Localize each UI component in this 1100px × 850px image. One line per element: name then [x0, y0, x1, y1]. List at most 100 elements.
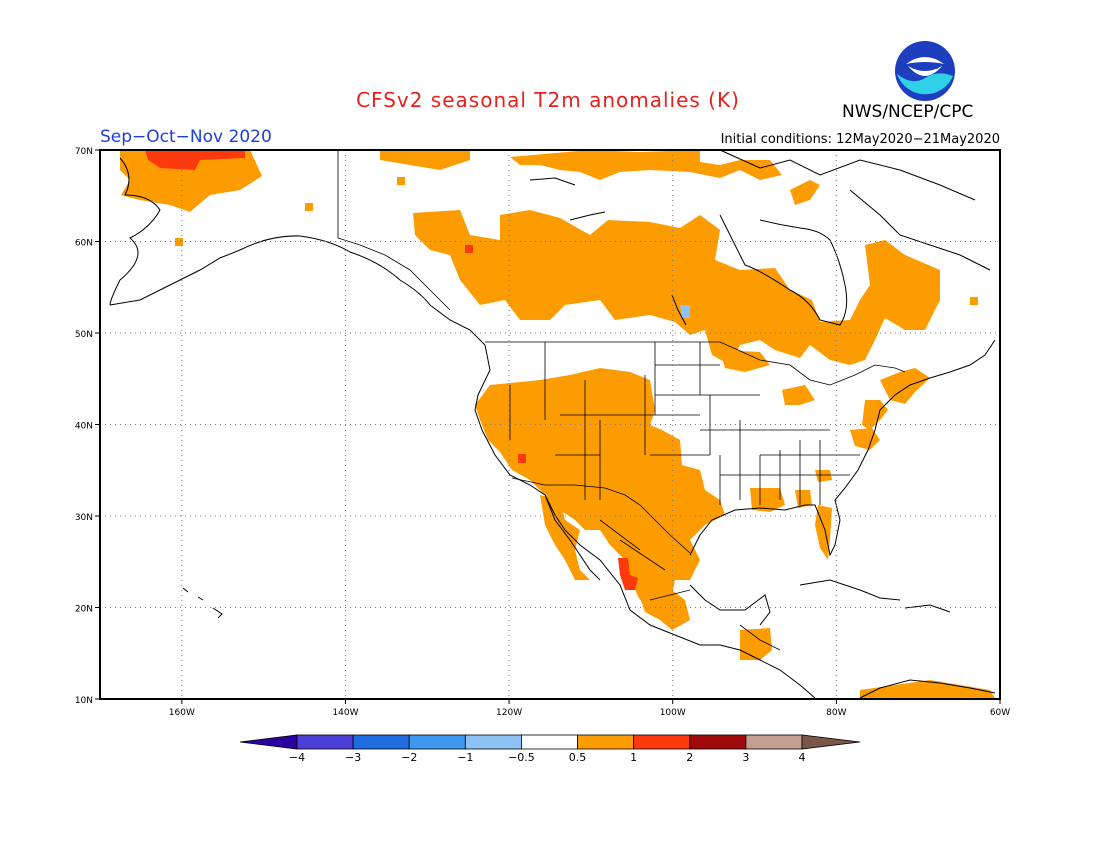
border-states-horizontal: [655, 364, 860, 476]
anomaly-region-canada-central: [413, 210, 940, 365]
anomaly-region-alaska-north: [120, 150, 262, 212]
border-states-central: [654, 342, 821, 505]
legend-swatch: [689, 734, 747, 750]
anomaly-region-western-us: [475, 368, 725, 605]
anomaly-strong-bc: [465, 245, 473, 253]
coastline-south-america: [859, 679, 996, 699]
coastline-cuba: [799, 579, 901, 601]
border-states-west: [509, 342, 710, 500]
legend-swatch: [521, 734, 578, 750]
anomaly-region-caribbean-south: [860, 680, 995, 698]
anomaly-region-gulf-coast: [750, 488, 785, 512]
legend-swatch: [352, 734, 410, 750]
svg-text:NOAA: NOAA: [912, 62, 938, 71]
lon-tick-label: 100W: [660, 708, 686, 718]
anomaly-region-alabama: [795, 490, 812, 508]
lon-tick-label: 80W: [826, 708, 846, 718]
legend-swatch: [464, 734, 522, 750]
anomaly-region-florida: [815, 505, 832, 560]
coastline-aleutians: [109, 249, 241, 306]
lon-tick-label: 160W: [169, 708, 195, 718]
lat-tick-label: 10N: [75, 696, 93, 706]
legend-swatch: [408, 734, 466, 750]
border-layer: [337, 150, 906, 651]
anomaly-region-labrador-dot: [970, 297, 978, 305]
coastline-alaska-west: [109, 157, 161, 306]
legend-swatch: [296, 734, 354, 750]
anomaly-strong-alaska: [145, 150, 245, 170]
legend-tick-label: 1: [630, 751, 637, 764]
coastline-pacific: [474, 344, 816, 699]
lon-tick-label: 60W: [990, 708, 1010, 718]
coastline-hudson-bay: [719, 214, 848, 326]
anomaly-region-mexico-south: [630, 570, 690, 630]
lon-tick-label: 140W: [332, 708, 358, 718]
anomaly-cool-layer: [680, 305, 690, 318]
color-legend: −4 −3 −2 −1 −0.5 0.5 1 2 3 4: [239, 734, 861, 764]
legend-arrow-right: [801, 734, 861, 750]
border-us-canada: [485, 341, 906, 386]
legend-tick-label: 4: [799, 751, 806, 764]
initial-conditions-label: Initial conditions: 12May2020−21May2020: [720, 132, 1000, 147]
map-frame: [99, 149, 1001, 700]
legend-tick-label: −3: [345, 751, 361, 764]
coastline-great-bear: [529, 177, 576, 186]
legend-tick-label: 3: [742, 751, 749, 764]
noaa-logo: NOAA: [895, 41, 955, 101]
coastline-lake-winnipeg: [671, 294, 687, 326]
anomaly-region-baja: [540, 495, 590, 580]
legend-tick-label: 0.5: [569, 751, 587, 764]
lat-tick-label: 50N: [75, 330, 93, 340]
legend-tick-label: −1: [457, 751, 473, 764]
coastline-gulf: [689, 339, 996, 557]
anomaly-region-new-england: [862, 400, 888, 430]
grid-layer: [95, 149, 1001, 704]
coastline-arctic-islands: [719, 149, 991, 271]
anomaly-strong-nevada: [518, 454, 526, 463]
coastline-hispaniola: [904, 604, 951, 613]
longitude-labels: 160W 140W 120W 100W 80W 60W: [169, 708, 1010, 718]
legend-arrow-left: [239, 734, 298, 750]
legend-tick-label: 2: [686, 751, 693, 764]
coastline-great-slave: [569, 211, 606, 221]
lon-tick-label: 120W: [496, 708, 522, 718]
anomaly-region-ontario-south: [720, 350, 770, 372]
border-us-mexico: [511, 477, 691, 554]
anomaly-region-beaufort: [380, 150, 470, 170]
border-central-america: [739, 624, 781, 651]
coastline-alaska-south: [239, 235, 486, 346]
anomaly-region-carolinas: [815, 470, 832, 482]
anomaly-region-central-america: [740, 628, 772, 660]
anomaly-strong-sinaloa: [618, 558, 638, 590]
chart-title: CFSv2 seasonal T2m anomalies (K): [356, 88, 740, 112]
border-mexico-internal: [599, 519, 691, 601]
map-border: [99, 149, 1001, 700]
anomaly-region-great-lakes: [782, 385, 815, 405]
lat-tick-label: 40N: [75, 422, 93, 432]
lat-tick-label: 30N: [75, 513, 93, 523]
anomaly-region-aleutian-dot: [175, 238, 183, 246]
legend-swatch: [633, 734, 691, 750]
anomaly-fill-layer: [120, 150, 995, 698]
season-label: Sep−Oct−Nov 2020: [100, 127, 272, 147]
latitude-labels: 70N 60N 50N 40N 30N 20N 10N: [75, 147, 93, 706]
legend-tick-label: −0.5: [508, 751, 535, 764]
legend-swatch: [745, 734, 803, 750]
anomaly-cool-manitoba: [680, 305, 690, 318]
anomaly-region-arctic-islands: [790, 180, 820, 205]
coastline-layer: [109, 149, 996, 699]
lat-tick-label: 70N: [75, 147, 93, 157]
legend-tick-label: −4: [289, 751, 305, 764]
border-alaska-canada: [337, 150, 451, 311]
lat-tick-label: 20N: [75, 605, 93, 615]
anomaly-region-alaska-dot: [305, 203, 313, 211]
coastline-yucatan: [689, 584, 771, 626]
legend-tick-label: −2: [401, 751, 417, 764]
coastline-hawaii: [182, 587, 223, 619]
anomaly-region-mid-atlantic: [850, 428, 880, 450]
coastline-baja: [544, 494, 601, 581]
anomaly-region-yukon-dot: [397, 177, 405, 185]
anomaly-region-quebec-coast: [880, 368, 930, 404]
legend-swatch: [577, 734, 635, 750]
anomaly-region-arctic-coast: [510, 150, 782, 180]
